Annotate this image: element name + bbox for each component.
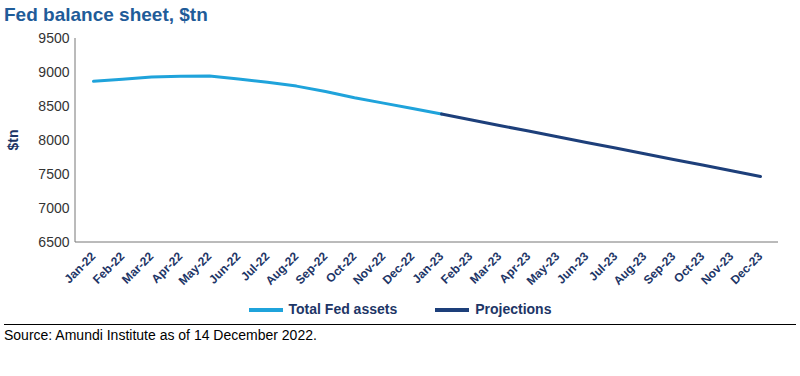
svg-text:Jul-22: Jul-22 — [237, 249, 273, 284]
svg-text:8000: 8000 — [38, 132, 69, 148]
svg-text:Oct-23: Oct-23 — [671, 249, 708, 286]
svg-text:Sep-23: Sep-23 — [641, 249, 679, 287]
svg-text:Jun-23: Jun-23 — [554, 249, 591, 286]
svg-text:Oct-22: Oct-22 — [323, 249, 360, 286]
svg-text:7500: 7500 — [38, 166, 69, 182]
svg-text:8500: 8500 — [38, 98, 69, 114]
html-text:Total Fed assets: Total Fed assets — [288, 301, 398, 317]
svg-text:9000: 9000 — [38, 64, 69, 80]
svg-text:Apr-22: Apr-22 — [148, 249, 186, 286]
html-text:Fed balance sheet, $tn: Fed balance sheet, $tn — [4, 4, 208, 25]
html-text:Projections: Projections — [475, 301, 552, 317]
svg-text:$tn: $tn — [5, 130, 21, 151]
svg-text:Jun-22: Jun-22 — [206, 249, 243, 286]
svg-text:6500: 6500 — [38, 234, 69, 250]
svg-text:Sep-22: Sep-22 — [293, 249, 331, 287]
svg-text:Nov-22: Nov-22 — [350, 249, 388, 287]
svg-text:Feb-22: Feb-22 — [90, 249, 127, 286]
svg-text:Dec-23: Dec-23 — [728, 249, 766, 287]
svg-text:Jan-23: Jan-23 — [409, 249, 447, 287]
svg-text:May-23: May-23 — [524, 249, 563, 288]
svg-text:Jan-22: Jan-22 — [61, 249, 99, 287]
svg-text:Jul-23: Jul-23 — [585, 249, 621, 284]
svg-text:Apr-23: Apr-23 — [496, 249, 534, 286]
svg-text:Feb-23: Feb-23 — [438, 249, 475, 286]
svg-text:Aug-22: Aug-22 — [263, 249, 302, 288]
svg-text:Aug-23: Aug-23 — [611, 249, 650, 288]
svg-text:Dec-22: Dec-22 — [380, 249, 418, 287]
html-text:Source: Amundi Institute as of: Source: Amundi Institute as of 14 Decemb… — [4, 327, 317, 343]
svg-text:Mar-23: Mar-23 — [467, 249, 504, 286]
svg-text:Nov-23: Nov-23 — [698, 249, 736, 287]
svg-text:7000: 7000 — [38, 200, 69, 216]
svg-text:May-22: May-22 — [176, 249, 215, 288]
svg-text:9500: 9500 — [38, 30, 69, 46]
svg-text:Mar-22: Mar-22 — [119, 249, 156, 286]
